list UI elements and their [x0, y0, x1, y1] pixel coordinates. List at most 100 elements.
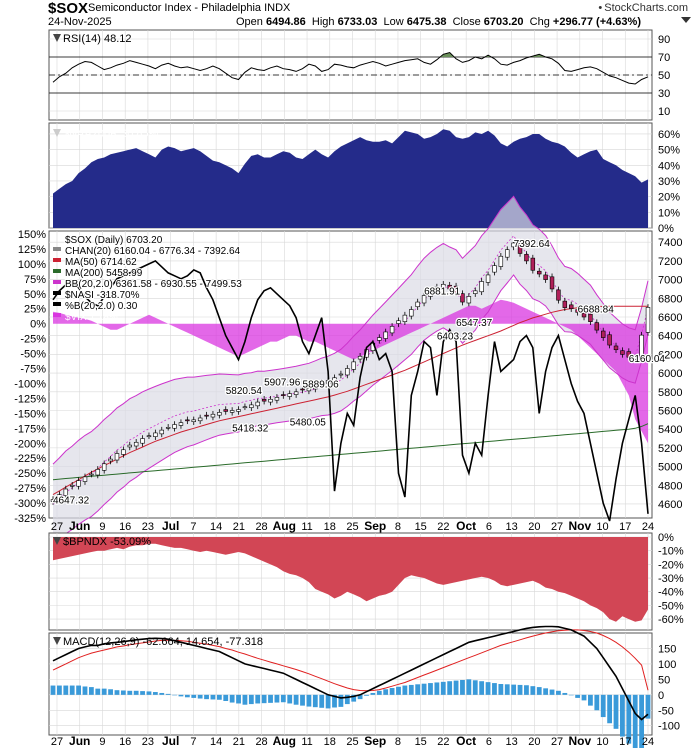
naa200r-legend: $NAA200R 30.85% [63, 128, 159, 140]
triangle-icon [53, 129, 61, 137]
y-tick-label: 6000 [658, 368, 682, 380]
ohlc-readout: Open 6494.86 High 6733.03 Low 6475.38 Cl… [236, 16, 641, 28]
candle [460, 293, 465, 303]
candle [69, 484, 75, 487]
candle [402, 314, 408, 322]
x-tick-label: Nov [568, 734, 591, 748]
macd-histogram-bar [504, 684, 510, 695]
left-tick-label: -125% [14, 393, 46, 405]
y-tick-label: 0% [658, 532, 674, 544]
left-tick-label: 50% [24, 289, 46, 301]
open-label: Open [236, 16, 263, 28]
candle [396, 320, 401, 324]
macd-histogram-bar [434, 682, 440, 695]
price-annotation: 5820.54 [226, 386, 263, 397]
price-annotation: 6160.04 [629, 354, 666, 365]
legend-swatch [53, 280, 61, 284]
candle [613, 345, 619, 351]
candle [242, 406, 248, 409]
y-tick-label: 50 [658, 674, 670, 686]
macd-histogram-bar [108, 689, 113, 695]
y-tick-label: 5400 [658, 424, 682, 436]
y-tick-label: 100 [658, 659, 676, 671]
macd-histogram-bar [88, 687, 94, 695]
macd-histogram-bar [568, 694, 574, 696]
y-tick-label: 10% [658, 207, 680, 219]
macd-histogram-bar [242, 694, 248, 705]
macd-histogram-bar [511, 684, 517, 695]
candle [543, 274, 548, 280]
candle [108, 458, 113, 462]
legend-swatch [53, 302, 61, 306]
bpndx-area [53, 537, 648, 622]
x-tick-label: 10 [596, 736, 608, 748]
macd-histogram-bar [248, 694, 254, 705]
macd-histogram-bar [280, 694, 286, 703]
candle [492, 265, 497, 273]
naa200r-area [53, 129, 648, 228]
chart-symbol: $SOX [48, 0, 89, 17]
y-tick-label: 5600 [658, 405, 682, 417]
y-tick-label: 6200 [658, 349, 682, 361]
candle [229, 410, 235, 413]
x-tick-label: Jun [69, 519, 90, 533]
y-tick-label: 50 [658, 70, 670, 82]
candle [300, 388, 305, 391]
price-annotation: 7392.64 [514, 239, 551, 250]
ma50-line [52, 305, 648, 496]
left-tick-label: -175% [14, 423, 46, 435]
candle [268, 398, 273, 403]
candle [511, 242, 516, 248]
macd-histogram-bar [543, 688, 549, 695]
candle [338, 373, 344, 376]
candle [127, 444, 132, 448]
candle [473, 290, 478, 294]
candle [549, 276, 555, 290]
x-axis-price: 27 Jun 9 16 23 Jul 7 14 21 28 Aug 11 18 25 Sep 8 15 22 Oct… [51, 519, 654, 533]
triangle-icon [53, 537, 61, 545]
bpndx-legend: $BPNDX -53.09% [63, 536, 151, 548]
candle [159, 429, 164, 435]
macd-histogram-bar [101, 688, 107, 695]
macd-histogram-bar [620, 694, 625, 737]
x-tick-label: 23 [142, 736, 154, 748]
y-tick-label: 5800 [658, 387, 682, 399]
macd-histogram-bar [556, 690, 561, 695]
macd-histogram-bar [351, 694, 357, 702]
macd-histogram-bar [421, 683, 427, 695]
macd-histogram-bar [389, 688, 395, 695]
left-tick-label: -250% [14, 468, 46, 480]
macd-histogram-bar [607, 694, 613, 724]
x-tick-label: 13 [505, 736, 517, 748]
legend-swatch [53, 258, 61, 262]
y-tick-label: 7200 [658, 256, 682, 268]
y-tick-label: 30% [658, 176, 680, 188]
y-tick-label: 150 [658, 643, 676, 655]
candle [185, 419, 190, 422]
x-tick-label: 20 [528, 521, 540, 533]
macd-histogram-bar [383, 689, 389, 695]
macd-histogram-bar [140, 691, 145, 695]
price-legend: BB(20,2.0) 6361.58 - 6930.55 - 7499.53 [65, 279, 242, 290]
low-value: 6475.38 [406, 16, 447, 28]
left-tick-label: 100% [18, 259, 46, 271]
candle [588, 313, 593, 322]
y-tick-label: 5000 [658, 462, 682, 474]
x-tick-label: 21 [233, 521, 245, 533]
macd-layer: 150 100 50 0 -50 -100 MACD(12,26,9) -62.664, 1… [49, 625, 680, 748]
candle [581, 312, 587, 318]
x-tick-label: Sep [364, 519, 386, 533]
y-tick-label: 0 [658, 690, 664, 702]
macd-histogram-bar [325, 694, 331, 709]
price-legend: MA(50) 6714.62 [65, 257, 137, 268]
macd-histogram-bar [364, 694, 369, 696]
y-tick-label: 0% [658, 223, 674, 235]
candle [140, 438, 145, 444]
macd-histogram-bar [82, 686, 88, 695]
x-tick-label: 17 [619, 521, 631, 533]
macd-histogram-bar [197, 694, 203, 699]
chg-value: +296.77 (+4.63%) [552, 16, 641, 28]
chevron-down-icon[interactable] [681, 17, 691, 23]
x-tick-label: Aug [273, 519, 296, 533]
